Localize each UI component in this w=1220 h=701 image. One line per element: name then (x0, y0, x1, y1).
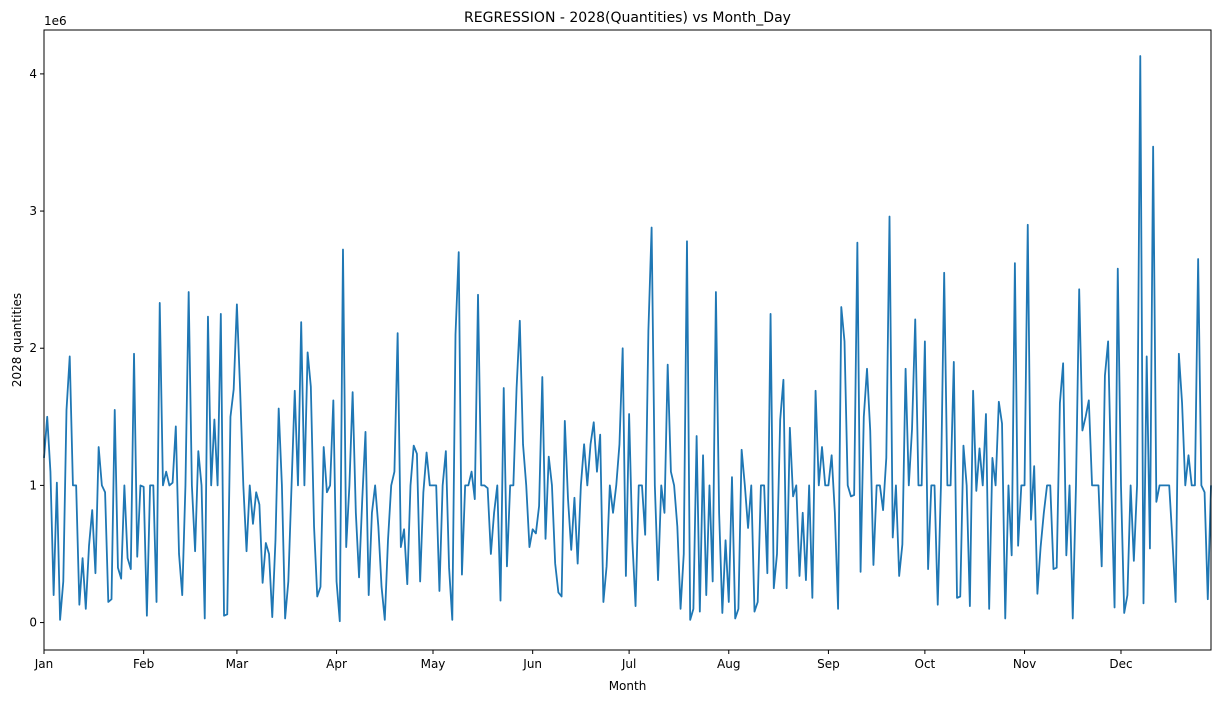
chart-title: REGRESSION - 2028(Quantities) vs Month_D… (464, 10, 791, 26)
x-tick-label: Dec (1109, 657, 1132, 671)
x-tick-label: Jun (522, 657, 542, 671)
x-tick-label: Jan (34, 657, 54, 671)
x-axis-label: Month (609, 679, 647, 693)
series-layer (43, 55, 1212, 623)
x-tick-label: Aug (717, 657, 740, 671)
y-tick-label: 1 (29, 478, 37, 492)
y-axis-label: 2028 quantities (10, 293, 24, 387)
x-axis-ticks: Jan Feb Mar Apr May Jun Jul Aug Sep Oct Nov Dec (34, 650, 1133, 671)
x-tick-label: Apr (326, 657, 347, 671)
x-tick-label: Oct (915, 657, 936, 671)
x-tick-label: Sep (817, 657, 840, 671)
x-tick-label: Feb (133, 657, 154, 671)
series-line (43, 55, 1212, 623)
y-tick-label: 0 (29, 616, 37, 630)
y-axis-ticks: 0 1 2 3 4 (29, 67, 44, 630)
x-tick-label: Nov (1013, 657, 1036, 671)
y-offset-label: 1e6 (44, 14, 67, 28)
x-tick-label: May (421, 657, 446, 671)
plot-frame (43, 29, 1212, 651)
y-tick-label: 3 (29, 204, 37, 218)
x-tick-label: Mar (226, 657, 249, 671)
x-tick-label: Jul (621, 657, 636, 671)
y-tick-label: 4 (29, 67, 37, 81)
y-tick-label: 2 (29, 341, 37, 355)
